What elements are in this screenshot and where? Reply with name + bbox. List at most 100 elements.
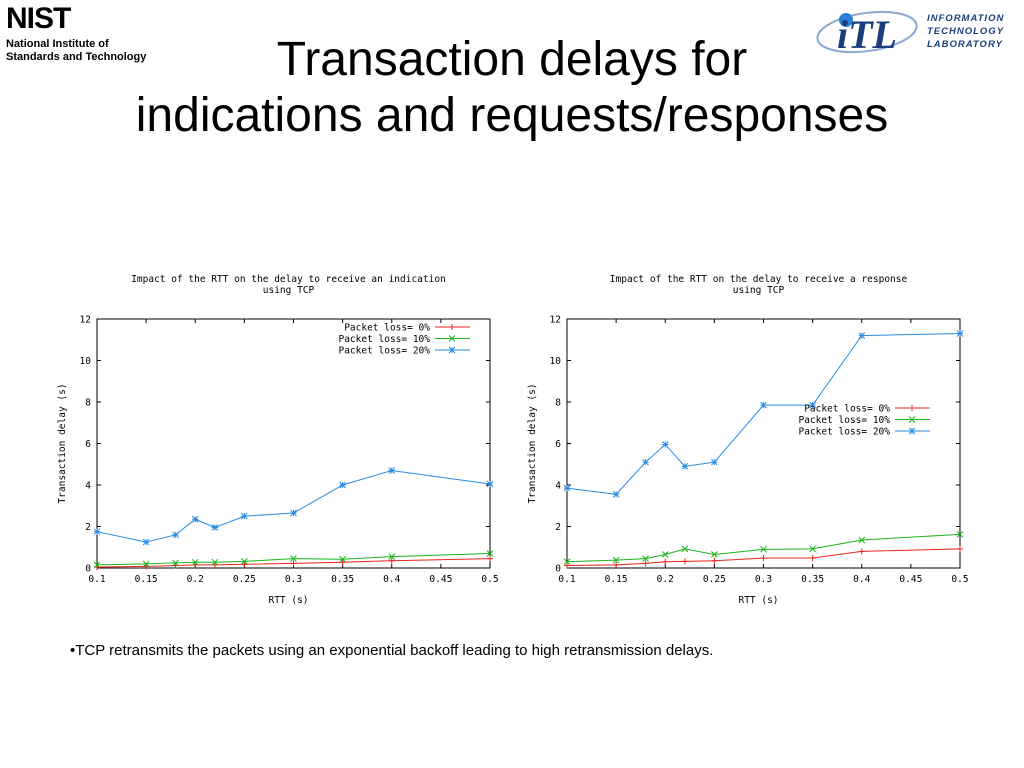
series-0-point xyxy=(711,557,718,564)
legend-marker-2 xyxy=(448,346,456,354)
series-0-point xyxy=(290,560,297,567)
plot-frame xyxy=(96,318,491,569)
series-2-point xyxy=(241,512,248,520)
x-tick-label: 0.4 xyxy=(383,574,400,585)
series-2-point xyxy=(711,458,718,466)
nist-logo-word: NIST xyxy=(6,2,71,35)
x-tick-label: 0.5 xyxy=(951,574,968,585)
x-tick-label: 0.5 xyxy=(481,574,498,585)
series-1-point xyxy=(241,558,248,565)
series-0-point xyxy=(487,555,493,562)
page-title-line-2: indications and requests/responses xyxy=(135,89,889,142)
x-axis-label: RTT (s) xyxy=(268,595,308,606)
chart-indication-delay: Impact of the RTT on the delay to receiv… xyxy=(50,265,520,610)
series-2-point xyxy=(809,401,816,409)
y-axis-label: Transaction delay (s) xyxy=(57,383,68,503)
y-tick-label: 6 xyxy=(555,439,561,450)
y-tick-label: 8 xyxy=(85,398,91,409)
series-1-point xyxy=(642,555,649,563)
chart-response-delay: Impact of the RTT on the delay to receiv… xyxy=(520,265,990,610)
legend-label-2: Packet loss= 20% xyxy=(798,427,890,438)
itl-logo: iTL INFORMATION TECHNOLOGY LABORATORY xyxy=(815,6,1020,58)
legend-label-2: Packet loss= 20% xyxy=(338,346,430,357)
series-0-point xyxy=(613,561,620,568)
y-tick-label: 0 xyxy=(85,564,91,575)
x-tick-label: 0.45 xyxy=(429,574,452,585)
series-1-point xyxy=(486,550,494,557)
series-0-point xyxy=(681,558,688,565)
chart-title-line-1: Impact of the RTT on the delay to receiv… xyxy=(131,274,446,285)
itl-logo-letters: iTL xyxy=(837,12,897,57)
y-tick-label: 2 xyxy=(555,522,561,533)
series-1-point xyxy=(661,551,669,558)
x-axis-label: RTT (s) xyxy=(738,595,778,606)
y-tick-label: 4 xyxy=(85,481,91,492)
series-2-point xyxy=(858,332,866,339)
series-2-point xyxy=(760,401,767,409)
series-2-point xyxy=(563,484,571,492)
series-2-point xyxy=(93,528,101,536)
series-1-point xyxy=(191,558,199,566)
y-tick-label: 10 xyxy=(550,356,562,367)
nist-logo-subtitle: National Institute of Standards and Tech… xyxy=(6,38,147,63)
chart-response-svg: Impact of the RTT on the delay to receiv… xyxy=(527,274,969,606)
series-line-2 xyxy=(96,469,491,543)
legend-label-1: Packet loss= 10% xyxy=(798,415,890,426)
series-1-point xyxy=(211,558,219,566)
x-tick-label: 0.3 xyxy=(755,574,772,585)
legend-label-0: Packet loss= 0% xyxy=(804,404,890,415)
series-0-point xyxy=(388,557,395,564)
legend-label-1: Packet loss= 10% xyxy=(338,334,430,345)
series-1-point xyxy=(388,553,396,560)
series-1-point xyxy=(711,551,718,558)
y-tick-label: 12 xyxy=(80,315,91,326)
y-tick-label: 4 xyxy=(555,481,561,492)
plot-frame xyxy=(566,318,961,569)
series-line-1 xyxy=(96,552,491,566)
x-tick-label: 0.15 xyxy=(605,574,628,585)
series-0-point xyxy=(564,562,570,569)
page-title-line-1: Transaction delays for xyxy=(276,33,748,86)
y-tick-label: 2 xyxy=(85,522,91,533)
series-line-0 xyxy=(96,558,491,568)
x-tick-label: 0.35 xyxy=(801,574,824,585)
series-2-point xyxy=(661,441,669,448)
x-tick-label: 0.4 xyxy=(853,574,870,585)
legend-marker-2 xyxy=(908,427,916,435)
series-2-point xyxy=(339,481,346,489)
legend-label-0: Packet loss= 0% xyxy=(344,323,430,334)
y-axis-label: Transaction delay (s) xyxy=(527,383,538,503)
series-2-point xyxy=(191,515,199,523)
y-tick-label: 8 xyxy=(555,398,561,409)
series-1-point xyxy=(956,531,964,538)
series-2-point xyxy=(388,467,396,474)
series-2-point xyxy=(486,480,494,488)
x-tick-label: 0.35 xyxy=(331,574,354,585)
x-tick-label: 0.2 xyxy=(187,574,204,585)
series-1-point xyxy=(612,556,620,564)
series-0-point xyxy=(642,560,649,567)
legend-marker-0 xyxy=(909,405,915,411)
series-1-point xyxy=(93,561,101,569)
chart-title-line-2: using TCP xyxy=(263,285,315,296)
series-1-point xyxy=(563,558,571,566)
x-tick-label: 0.45 xyxy=(899,574,922,585)
series-0-point xyxy=(760,555,767,562)
series-line-2 xyxy=(566,333,961,495)
series-2-point xyxy=(290,509,297,517)
legend-marker-1 xyxy=(908,416,916,423)
series-0-point xyxy=(241,561,248,568)
x-tick-label: 0.25 xyxy=(233,574,256,585)
x-tick-label: 0.2 xyxy=(657,574,674,585)
series-2-point xyxy=(956,330,964,337)
itl-logo-text: INFORMATION TECHNOLOGY LABORATORY xyxy=(927,13,1005,50)
chart-title-line-2: using TCP xyxy=(733,285,785,296)
y-tick-label: 6 xyxy=(85,439,91,450)
legend-marker-1 xyxy=(448,335,456,342)
series-1-point xyxy=(858,536,866,544)
itl-logo-mark: iTL xyxy=(816,10,918,57)
series-2-point xyxy=(642,458,649,466)
series-2-point xyxy=(612,490,620,498)
nist-logo: NIST National Institute of Standards and… xyxy=(4,2,164,66)
series-1-point xyxy=(172,559,179,567)
